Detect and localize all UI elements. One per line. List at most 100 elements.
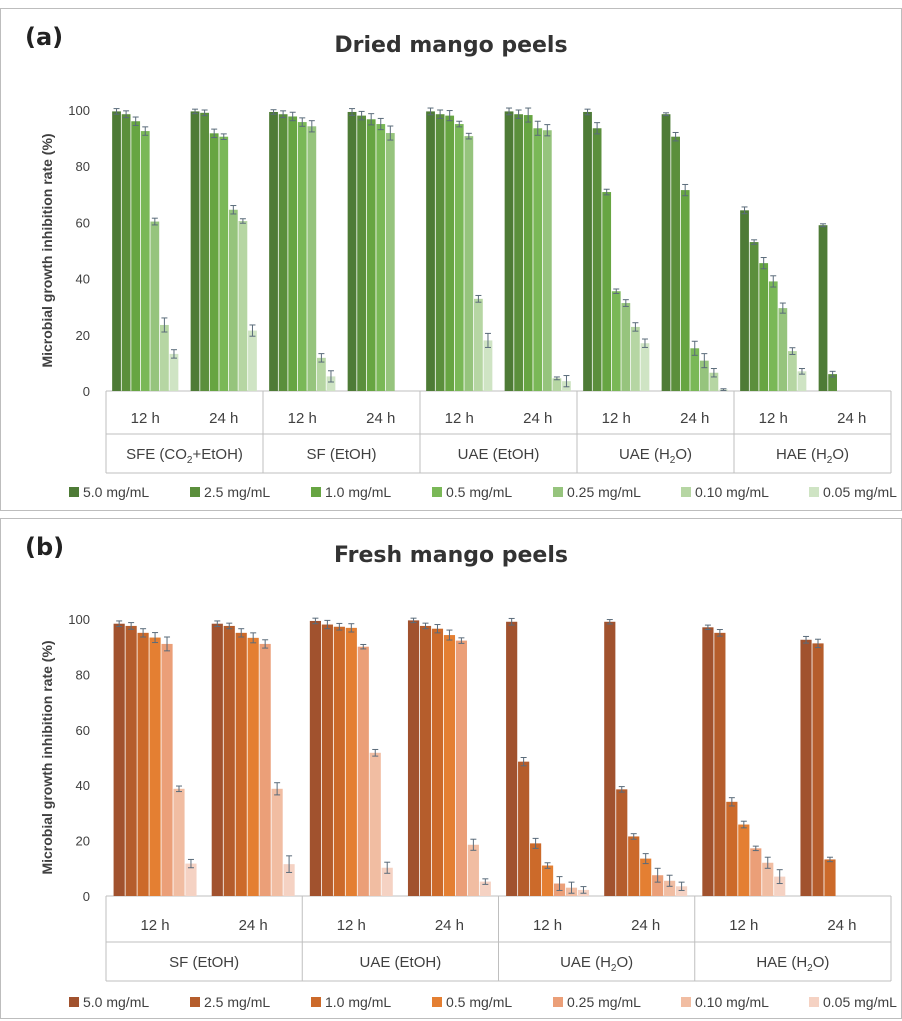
- bar: [541, 865, 554, 896]
- bar: [317, 357, 326, 391]
- bar: [583, 111, 592, 391]
- bar: [185, 863, 197, 896]
- x-tick-label: 12 h: [729, 917, 758, 934]
- bar: [347, 111, 357, 391]
- bar: [247, 637, 259, 896]
- bar: [611, 291, 621, 391]
- bar: [121, 114, 131, 391]
- x-tick-label: 24 h: [523, 410, 552, 427]
- bar: [828, 374, 837, 391]
- bar: [616, 789, 628, 896]
- bar: [426, 111, 435, 391]
- y-tick-label: 100: [68, 612, 90, 627]
- bar: [238, 220, 248, 391]
- bar: [506, 621, 518, 896]
- bar: [714, 632, 726, 896]
- legend-label: 0.05 mg/mL: [823, 484, 897, 500]
- bar: [385, 133, 395, 391]
- bar: [326, 376, 336, 391]
- bar: [259, 643, 271, 896]
- bar: [190, 111, 200, 391]
- x-tick-label: 12 h: [288, 410, 317, 427]
- bar: [523, 115, 533, 392]
- chart-title: Fresh mango peels: [334, 543, 568, 568]
- legend-label: 5.0 mg/mL: [83, 484, 149, 500]
- bar: [269, 111, 278, 391]
- bar: [307, 126, 317, 391]
- legend-label: 0.5 mg/mL: [446, 484, 512, 500]
- legend-swatch: [69, 487, 79, 497]
- bar: [209, 133, 219, 391]
- bar: [228, 209, 238, 391]
- bar: [333, 626, 345, 896]
- bar: [709, 372, 719, 391]
- bar: [740, 210, 749, 391]
- bar: [173, 788, 185, 896]
- bar: [592, 128, 602, 391]
- bar: [431, 628, 444, 896]
- bar: [467, 844, 479, 896]
- legend-label: 2.5 mg/mL: [204, 994, 270, 1010]
- legend-label: 2.5 mg/mL: [204, 484, 270, 500]
- legend-swatch: [681, 997, 691, 1007]
- y-tick-label: 60: [76, 215, 90, 230]
- x-tick-label: 12 h: [140, 917, 169, 934]
- bar: [552, 378, 562, 391]
- bar: [200, 112, 209, 391]
- bar: [479, 881, 491, 896]
- legend-label: 0.10 mg/mL: [695, 994, 769, 1010]
- bar: [812, 643, 824, 896]
- category-label: SF (EtOH): [169, 954, 239, 971]
- bar: [366, 119, 376, 391]
- category-label: UAE (H2O): [619, 446, 692, 466]
- x-tick-label: 24 h: [827, 917, 856, 934]
- bar: [464, 136, 474, 391]
- bar: [161, 643, 173, 896]
- bar: [321, 624, 333, 896]
- legend-swatch: [311, 487, 321, 497]
- x-tick-label: 12 h: [602, 410, 631, 427]
- y-tick-label: 80: [76, 667, 90, 682]
- bar: [125, 625, 137, 896]
- category-label: HAE (H2O): [756, 954, 829, 974]
- legend-swatch: [190, 997, 200, 1007]
- bar: [750, 848, 762, 896]
- bar: [150, 221, 160, 391]
- category-label: UAE (EtOH): [360, 954, 442, 971]
- legend-swatch: [69, 997, 79, 1007]
- bar: [504, 111, 514, 391]
- y-tick-label: 60: [76, 723, 90, 738]
- legend-swatch: [190, 487, 200, 497]
- x-tick-label: 12 h: [759, 410, 788, 427]
- bar: [664, 880, 676, 896]
- bar: [533, 128, 543, 391]
- bar: [640, 343, 650, 391]
- bar: [376, 124, 386, 392]
- y-tick-label: 40: [76, 778, 90, 793]
- x-tick-label: 12 h: [533, 917, 562, 934]
- y-axis-label: Microbial growth inhibition rate (%): [39, 640, 55, 874]
- legend-label: 1.0 mg/mL: [325, 994, 391, 1010]
- bar: [474, 298, 483, 391]
- bar: [309, 620, 321, 896]
- bar: [357, 115, 366, 392]
- bar: [288, 116, 298, 391]
- bar: [800, 639, 812, 896]
- bar: [131, 121, 141, 392]
- x-tick-label: 24 h: [366, 410, 395, 427]
- bar: [768, 281, 778, 391]
- bar: [149, 637, 161, 896]
- legend-swatch: [809, 997, 819, 1007]
- bar: [455, 640, 467, 896]
- bar: [749, 242, 759, 391]
- x-tick-label: 24 h: [837, 410, 866, 427]
- x-tick-label: 24 h: [239, 917, 268, 934]
- y-tick-label: 20: [76, 834, 90, 849]
- bar: [661, 114, 671, 391]
- y-tick-label: 40: [76, 272, 90, 287]
- category-label: HAE (H2O): [776, 446, 849, 466]
- bar: [357, 646, 369, 896]
- bar: [454, 124, 464, 392]
- category-label: UAE (H2O): [560, 954, 633, 974]
- bar: [271, 788, 283, 896]
